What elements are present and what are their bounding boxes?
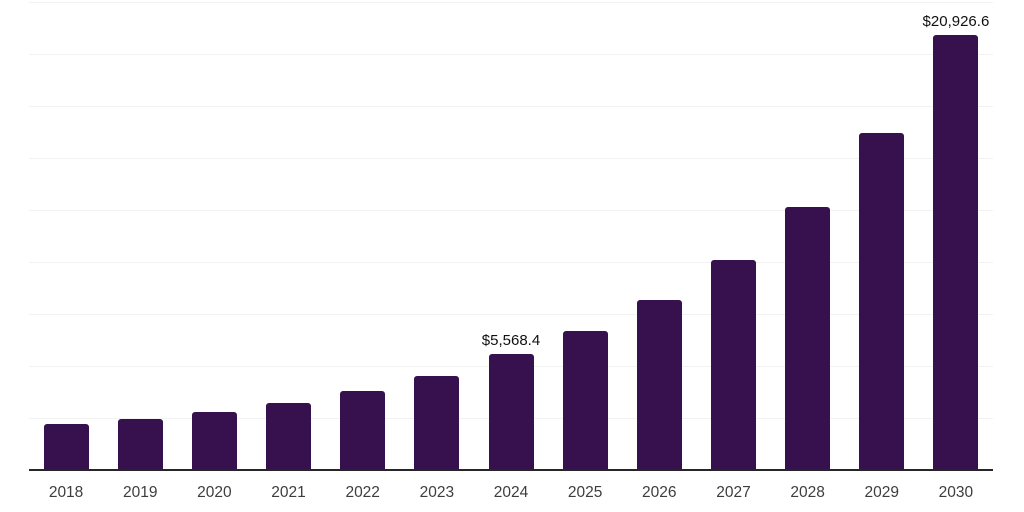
x-tick-label-2026: 2026 (642, 484, 677, 501)
x-tick-label-2023: 2023 (419, 484, 455, 501)
bar-2025 (562, 331, 608, 470)
bar-2029 (859, 133, 905, 470)
bar-2019 (117, 418, 163, 470)
x-tick-label-2021: 2021 (271, 484, 306, 501)
x-tick-label-2022: 2022 (345, 484, 380, 501)
gridline (29, 106, 993, 107)
bar-2023 (414, 375, 460, 470)
bar-2030 (933, 34, 979, 470)
gridline (29, 158, 993, 159)
x-axis-line (29, 469, 993, 471)
bar-2026 (636, 300, 682, 470)
bar-value-label-2024: $5,568.4 (481, 332, 541, 350)
bar-2020 (191, 412, 237, 470)
bar-value-label-2030: $20,926.6 (922, 12, 990, 30)
x-tick-label-2028: 2028 (790, 484, 825, 501)
gridline (29, 314, 993, 315)
gridline (29, 210, 993, 211)
gridline (29, 2, 993, 3)
bar-2024 (488, 354, 534, 470)
bar-2021 (266, 403, 312, 470)
bar-2018 (43, 424, 89, 470)
bar-2027 (710, 259, 756, 470)
gridline (29, 262, 993, 263)
x-tick-label-2024: 2024 (493, 484, 529, 501)
x-tick-label-2030: 2030 (938, 484, 974, 501)
x-tick-label-2018: 2018 (48, 484, 84, 501)
bar-2022 (340, 390, 386, 470)
x-tick-label-2029: 2029 (864, 484, 900, 501)
bar-2028 (785, 206, 831, 470)
x-tick-label-2027: 2027 (716, 484, 751, 501)
x-tick-label-2025: 2025 (567, 484, 603, 501)
gridline (29, 54, 993, 55)
x-tick-label-2019: 2019 (122, 484, 158, 501)
x-tick-label-2020: 2020 (197, 484, 232, 501)
